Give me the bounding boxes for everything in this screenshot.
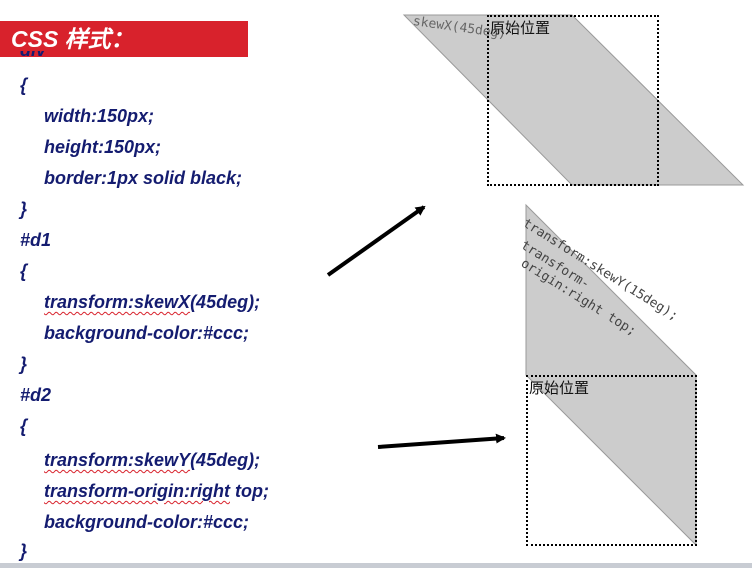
css-code-block: div { width:150px; height:150px; border:…: [0, 0, 360, 568]
original-position-box-1: [487, 15, 659, 186]
misspelled-token: transform-origin:right: [44, 481, 230, 501]
code-line-width: width:150px;: [44, 106, 155, 126]
code-line-height: height:150px;: [44, 137, 162, 157]
code-line-selector-div: div: [20, 51, 46, 61]
code-line-open-brace: {: [20, 75, 28, 95]
bottom-divider: [0, 563, 752, 568]
code-token: (45deg);: [190, 450, 261, 470]
title-banner: CSS 样式：: [0, 21, 248, 57]
code-line-open-brace: {: [20, 416, 28, 436]
code-token: top;: [230, 481, 269, 501]
page-title: CSS 样式：: [11, 26, 134, 52]
code-line-border: border:1px solid black;: [44, 168, 243, 188]
code-line-background-d1: background-color:#ccc;: [44, 323, 250, 343]
code-line-background-d2: background-color:#ccc;: [44, 512, 250, 532]
arrow-to-skewx: [326, 205, 426, 277]
code-line-transform-skewy: transform:skewY(45deg);: [44, 449, 260, 471]
code-line-close-brace: }: [20, 354, 28, 374]
code-line-open-brace: {: [20, 261, 28, 281]
arrow-to-skewy: [377, 433, 506, 449]
original-position-box-2: [526, 375, 697, 546]
code-line-selector-d2: #d2: [20, 385, 52, 405]
code-line-transform-skewx: transform:skewX(45deg);: [44, 291, 260, 313]
original-position-label-1: 原始位置: [490, 19, 551, 37]
misspelled-token: transform:skewX: [44, 292, 191, 312]
code-token: (45deg);: [190, 292, 261, 312]
code-line-close-brace: }: [20, 199, 28, 219]
misspelled-token: transform:skewY: [44, 450, 191, 470]
code-line-close-brace: }: [20, 541, 28, 561]
code-line-transform-origin: transform-origin:right top;: [44, 480, 269, 502]
code-line-selector-d1: #d1: [20, 230, 52, 250]
original-position-label-2: 原始位置: [529, 379, 590, 397]
